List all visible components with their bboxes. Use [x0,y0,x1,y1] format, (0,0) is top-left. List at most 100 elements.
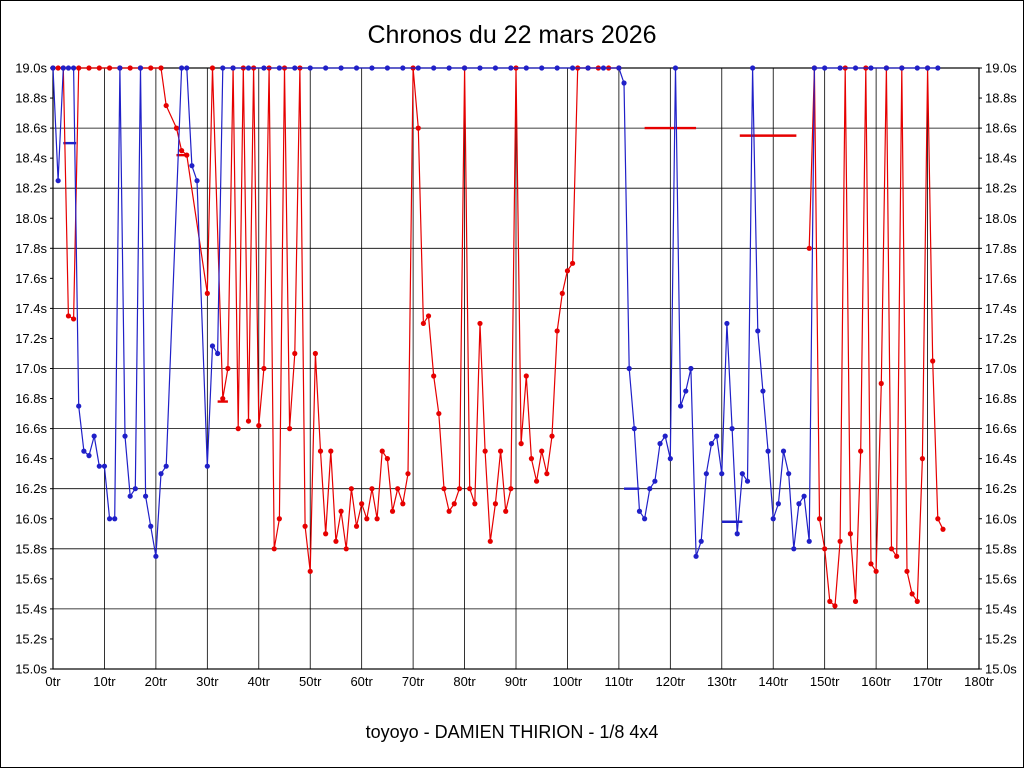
series-point-red-run [832,603,838,609]
y-axis-label-right: 16.4s [985,451,1017,466]
y-axis-label-right: 18.4s [985,151,1017,166]
series-point-blue-run [837,65,843,71]
series-point-blue-run [688,365,694,372]
series-point-red-run [379,448,385,454]
y-axis-label-left: 17.0s [15,361,47,376]
series-point-blue-run [220,65,226,71]
x-axis-label: 110tr [605,674,634,689]
series-point-red-run [827,598,833,604]
series-point-blue-run [914,65,920,71]
series-point-blue-run [112,516,118,522]
series-point-red-run [333,538,339,544]
series-point-red-run [225,365,231,372]
series-point-blue-run [81,448,87,454]
series-point-red-run [523,373,529,379]
series-point-red-run [179,148,185,154]
y-axis-label-right: 15.4s [985,601,1017,616]
series-point-red-run [235,426,241,432]
series-point-blue-run [770,516,776,522]
series-point-red-run [364,516,370,522]
series-point-blue-run [755,328,761,334]
series-point-blue-run [65,65,72,71]
series-point-blue-run [698,538,704,544]
series-point-red-run [389,508,396,514]
x-axis-label: 150tr [810,674,840,689]
series-point-red-run [405,471,411,477]
series-point-blue-run [657,441,663,447]
x-axis-label: 130tr [707,674,737,689]
series-point-red-run [76,65,82,71]
series-point-red-run [847,531,853,537]
series-point-red-run [940,526,946,532]
series-point-blue-run [86,453,92,459]
series-point-blue-run [811,65,817,71]
series-point-blue-run [621,80,627,86]
y-axis-label-right: 17.8s [985,241,1017,256]
series-point-blue-run [143,493,149,499]
y-axis-label-left: 16.6s [15,421,47,436]
series-point-red-run [467,486,473,492]
series-point-red-run [446,508,452,514]
series-point-red-run [148,65,154,71]
series-point-blue-run [806,538,812,544]
x-axis-label: 180tr [964,674,994,689]
y-axis-label-left: 19.0s [15,61,47,76]
series-point-red-run [106,65,113,71]
series-point-blue-run [276,65,282,71]
y-axis-label-right: 17.4s [985,301,1017,316]
series-point-red-run [930,358,936,364]
series-point-red-run [472,501,478,507]
series-point-red-run [184,152,190,158]
series-point-red-run [431,373,437,379]
series-point-blue-run [708,441,715,447]
series-point-blue-run [796,501,802,507]
series-point-red-run [245,418,252,424]
x-axis-label: 140tr [758,674,788,689]
series-point-blue-run [631,426,637,432]
series-point-red-run [302,523,308,529]
y-axis-label-left: 18.8s [15,91,47,106]
series-point-blue-run [477,65,483,71]
series-point-red-run [312,350,318,357]
series-point-blue-run [642,516,648,522]
series-point-red-run [348,486,354,492]
series-point-blue-run [786,471,792,477]
x-axis-label: 30tr [196,674,219,689]
y-axis-label-left: 15.6s [15,571,47,586]
series-point-red-run [909,591,915,597]
series-point-red-run [441,486,447,492]
x-axis-label: 70tr [402,674,425,689]
y-axis-label-right: 17.2s [985,331,1017,346]
y-axis-label-right: 18.6s [985,121,1017,136]
y-axis-label-left: 15.8s [15,541,47,556]
y-axis-label-right: 18.2s [985,181,1017,196]
y-axis-label-left: 18.0s [15,211,47,226]
series-point-blue-run [91,433,97,439]
y-axis-label-left: 15.4s [15,601,47,616]
series-point-blue-run [600,65,607,71]
series-point-red-run [806,245,812,251]
series-point-red-run [86,65,92,71]
series-point-red-run [359,501,365,507]
series-point-blue-run [739,471,745,477]
series-point-red-run [65,313,72,319]
series-point-blue-run [96,463,102,469]
series-point-blue-run [683,388,689,394]
y-axis-label-right: 15.8s [985,541,1017,556]
y-axis-label-right: 19.0s [985,61,1017,76]
y-axis-label-left: 16.8s [15,391,47,406]
series-point-blue-run [323,65,329,71]
x-axis-label: 0tr [45,674,61,689]
series-point-red-run [256,422,262,429]
y-axis-label-right: 16.2s [985,481,1017,496]
y-axis-label-left: 15.2s [15,631,47,646]
series-point-blue-run [106,516,113,522]
series-point-blue-run [189,163,195,169]
series-point-red-run [328,448,334,454]
series-point-blue-run [662,433,668,439]
series-point-red-run [55,65,61,71]
series-point-blue-run [714,433,720,439]
series-point-blue-run [400,65,406,71]
series-point-red-run [292,350,298,357]
series-point-blue-run [775,501,781,507]
